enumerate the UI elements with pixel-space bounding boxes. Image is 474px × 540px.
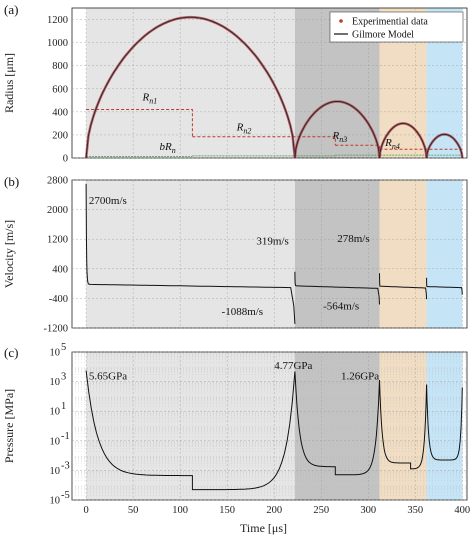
x-tick-label: 0 <box>83 505 88 516</box>
panel-label: (b) <box>4 174 19 189</box>
x-tick-label: 250 <box>313 505 329 516</box>
velocity-series <box>426 277 463 295</box>
shaded-region <box>426 352 463 500</box>
y-tick-exponent: -3 <box>61 460 70 471</box>
y-axis-label: Radius [μm] <box>2 53 16 113</box>
annotation-subscript: n1 <box>149 96 157 105</box>
y-axis-label: Pressure [MPa] <box>2 389 16 463</box>
x-tick-label: 50 <box>128 505 139 516</box>
annotation-base: bR <box>159 141 172 153</box>
velocity-annotation: 2700m/s <box>89 195 127 207</box>
velocity-annotation: -1088m/s <box>222 306 264 318</box>
shaded-region <box>294 180 380 328</box>
legend-box <box>329 11 464 43</box>
shaded-region <box>86 180 295 328</box>
y-tick-exponent: 5 <box>61 342 66 353</box>
y-tick-label: 400 <box>52 264 68 275</box>
shaded-region <box>379 180 427 328</box>
annotation-base: R <box>236 121 244 133</box>
y-tick-label: 10 <box>50 348 61 359</box>
y-tick-exponent: -1 <box>61 431 70 442</box>
velocity-series <box>379 273 428 300</box>
y-tick-label: 10 <box>50 436 61 447</box>
y-tick-label: 1200 <box>47 15 68 26</box>
x-axis-label: Time [μs] <box>240 521 287 535</box>
annotation-subscript: n4 <box>392 142 400 151</box>
shaded-region <box>379 352 427 500</box>
annotation-label: Rn3 <box>332 130 348 144</box>
annotation-label: Rn2 <box>236 121 252 135</box>
y-tick-label: 2000 <box>47 205 68 216</box>
gilmore-model-series <box>426 133 463 159</box>
annotation-subscript: n2 <box>243 126 251 135</box>
x-tick-label: 350 <box>407 505 423 516</box>
x-tick-label: 100 <box>172 505 188 516</box>
y-tick-label: 800 <box>52 61 68 72</box>
y-axis-label: Velocity [m/s] <box>2 220 16 288</box>
y-tick-exponent: -5 <box>61 490 70 501</box>
gilmore-model-series <box>379 122 428 159</box>
legend-label-gilmore: Gilmore Model <box>352 30 414 41</box>
velocity-annotation: -564m/s <box>323 301 359 313</box>
velocity-annotation: 278m/s <box>337 233 369 245</box>
panel-radius: (a)Radius [μm]020040060080010001200Rn1Rn… <box>2 2 468 165</box>
pressure-series <box>85 370 296 491</box>
pressure-series <box>379 380 428 470</box>
x-tick-label: 300 <box>360 505 376 516</box>
annotation-base: R <box>384 137 392 149</box>
annotation-subscript: n <box>172 146 176 155</box>
panel-label: (c) <box>4 345 18 360</box>
pressure-annotation: 1.26GPa <box>341 370 379 382</box>
shaded-region <box>294 352 380 500</box>
panel-velocity: (b) Velocity [m/s] -1200 -400 400 1200 2000 280… <box>2 174 468 335</box>
y-tick-exponent: 1 <box>61 401 66 412</box>
x-tick-label: 200 <box>266 505 282 516</box>
x-tick-label: 400 <box>454 505 470 516</box>
legend-marker-experimental <box>339 19 343 23</box>
shaded-region <box>426 180 463 328</box>
annotation-label: Rn1 <box>142 91 158 105</box>
y-tick-label: 400 <box>52 107 68 118</box>
rn-step <box>86 109 193 137</box>
gilmore-model-series <box>85 16 296 159</box>
y-tick-label: 1200 <box>47 235 68 246</box>
y-tick-label: 0 <box>63 154 68 165</box>
y-tick-label: -1200 <box>44 324 69 335</box>
panel-pressure: (c) Pressure [MPa] 0 50 100 150 200 250 300 350 40… <box>2 342 470 535</box>
velocity-annotation: 319m/s <box>256 235 288 247</box>
velocity-series <box>85 183 296 324</box>
gilmore-model-series <box>294 101 380 159</box>
legend-label-experimental: Experimential data <box>352 17 428 28</box>
y-tick-label: 200 <box>52 130 68 141</box>
rn-step <box>192 136 336 146</box>
shaded-region <box>86 8 295 158</box>
y-tick-label: 600 <box>52 84 68 95</box>
x-tick-label: 150 <box>219 505 235 516</box>
y-tick-label: 10 <box>50 377 61 388</box>
y-tick-label: 10 <box>50 466 61 477</box>
pressure-annotation: 5.65GPa <box>89 370 127 382</box>
y-tick-exponent: 3 <box>61 372 66 383</box>
annotation-base: R <box>142 91 150 103</box>
y-tick-label: 2800 <box>47 176 68 187</box>
pressure-series <box>426 384 463 461</box>
annotation-label: bRn <box>159 141 175 155</box>
y-tick-label: 10 <box>50 496 61 507</box>
y-tick-label: 10 <box>50 407 61 418</box>
pressure-annotation: 4.77GPa <box>274 360 312 372</box>
velocity-series <box>294 271 380 305</box>
pressure-series <box>294 371 380 476</box>
y-tick-label: 1000 <box>47 38 68 49</box>
annotation-label: Rn4 <box>384 137 400 151</box>
y-tick-label: -400 <box>49 294 68 305</box>
annotation-base: R <box>332 130 340 142</box>
panel-label: (a) <box>4 2 18 17</box>
annotation-subscript: n3 <box>339 135 347 144</box>
